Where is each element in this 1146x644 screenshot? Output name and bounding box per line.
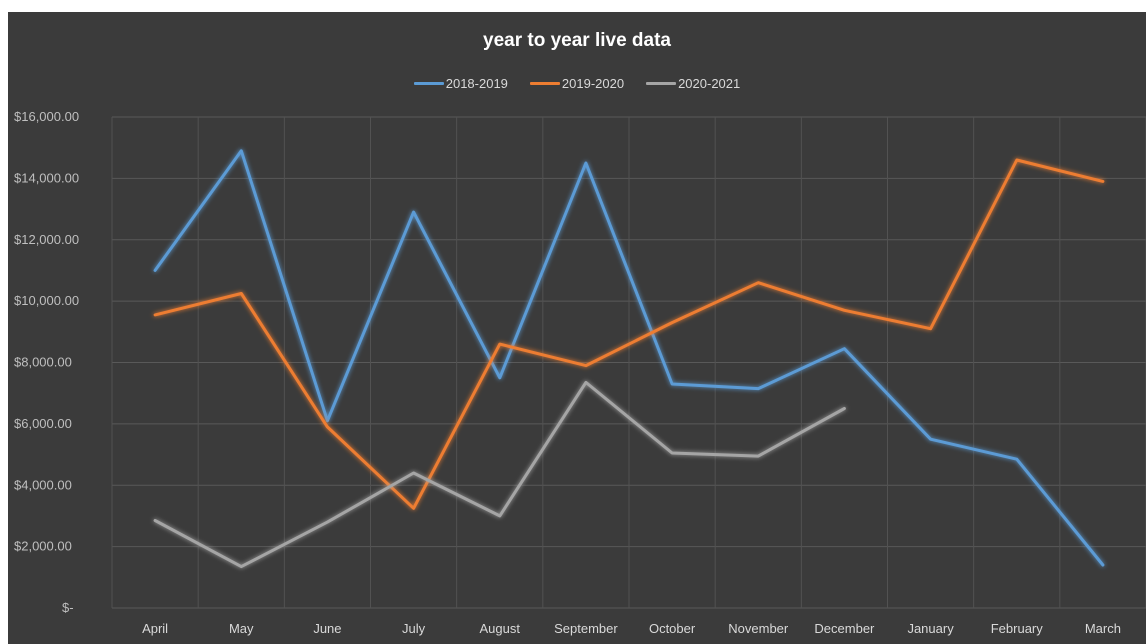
y-tick-label: $4,000.00 <box>14 477 72 492</box>
y-tick-label: $6,000.00 <box>14 416 72 431</box>
x-tick-label: June <box>313 621 341 636</box>
x-tick-label: November <box>728 621 789 636</box>
x-tick-label: July <box>402 621 426 636</box>
x-tick-label: April <box>142 621 168 636</box>
x-tick-label: September <box>554 621 618 636</box>
y-tick-label: $12,000.00 <box>14 232 79 247</box>
series-line-2020-2021 <box>153 380 846 569</box>
grid-lines <box>111 116 1146 609</box>
chart-title: year to year live data <box>483 30 671 51</box>
legend-swatch <box>646 82 677 85</box>
y-axis-ticks: $- $2,000.00 $4,000.00 $6,000.00 $8,000.00 $1… <box>14 109 79 615</box>
y-tick-label: $- <box>62 600 74 615</box>
x-tick-label: March <box>1085 621 1121 636</box>
x-tick-label: October <box>649 621 696 636</box>
x-tick-label: February <box>991 621 1044 636</box>
y-tick-label: $8,000.00 <box>14 355 72 370</box>
legend-label: 2019-2020 <box>561 76 625 91</box>
legend-item: 2020-2021 <box>646 76 740 91</box>
x-tick-label: May <box>229 621 254 636</box>
x-axis-ticks: April May June July August September October No… <box>142 621 1121 636</box>
chart-legend: 2018-2019 2019-2020 2020-2021 <box>8 76 1146 91</box>
legend-item: 2019-2020 <box>529 76 625 91</box>
y-tick-label: $2,000.00 <box>14 539 72 554</box>
legend-label: 2018-2019 <box>445 76 508 91</box>
x-tick-label: August <box>480 621 521 636</box>
legend-item: 2018-2019 <box>413 76 508 91</box>
series-line-2019-2020 <box>153 158 1105 510</box>
y-tick-label: $16,000.00 <box>14 109 79 124</box>
series-lines <box>153 149 1105 569</box>
legend-swatch <box>529 82 560 85</box>
legend-label: 2020-2021 <box>678 76 741 91</box>
series-line-2018-2019 <box>153 149 1105 567</box>
x-tick-label: January <box>907 621 954 636</box>
legend-swatch <box>413 82 444 85</box>
x-tick-label: December <box>814 621 875 636</box>
y-tick-label: $14,000.00 <box>14 170 79 185</box>
y-tick-label: $10,000.00 <box>14 293 79 308</box>
